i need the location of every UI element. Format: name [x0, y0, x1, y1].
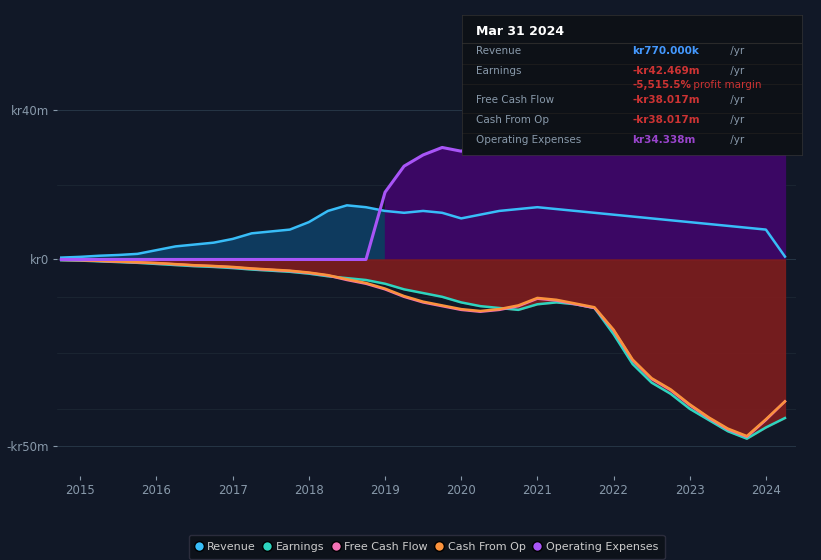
Text: Earnings: Earnings — [475, 66, 521, 76]
Text: profit margin: profit margin — [690, 80, 761, 90]
Text: /yr: /yr — [727, 46, 745, 57]
Text: -kr42.469m: -kr42.469m — [632, 66, 699, 76]
Text: -kr38.017m: -kr38.017m — [632, 95, 699, 105]
Text: /yr: /yr — [727, 115, 745, 125]
Text: kr34.338m: kr34.338m — [632, 134, 695, 144]
Text: /yr: /yr — [727, 66, 745, 76]
Text: /yr: /yr — [727, 134, 745, 144]
Text: -5,515.5%: -5,515.5% — [632, 80, 691, 90]
Legend: Revenue, Earnings, Free Cash Flow, Cash From Op, Operating Expenses: Revenue, Earnings, Free Cash Flow, Cash … — [189, 535, 665, 559]
Text: Cash From Op: Cash From Op — [475, 115, 548, 125]
Text: kr770.000k: kr770.000k — [632, 46, 699, 57]
Text: Mar 31 2024: Mar 31 2024 — [475, 25, 564, 38]
Text: Free Cash Flow: Free Cash Flow — [475, 95, 553, 105]
Text: /yr: /yr — [727, 95, 745, 105]
Text: -kr38.017m: -kr38.017m — [632, 115, 699, 125]
Text: Operating Expenses: Operating Expenses — [475, 134, 580, 144]
Text: Revenue: Revenue — [475, 46, 521, 57]
